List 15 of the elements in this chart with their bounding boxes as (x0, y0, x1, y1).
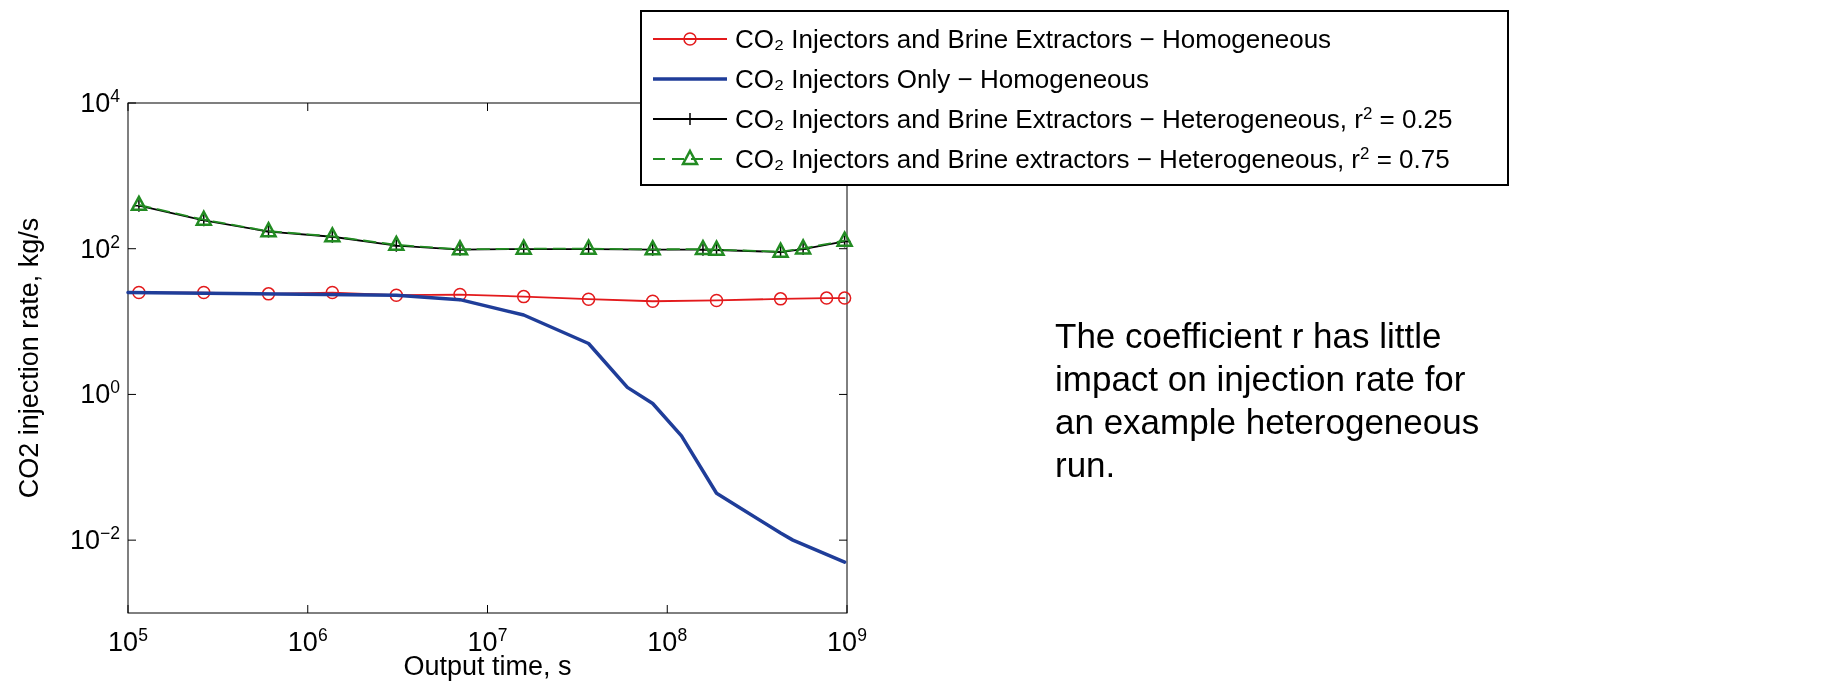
legend-label: CO₂ Injectors and Brine extractors − Heterogeneous, r$^{2}$ = 0.75 (735, 143, 1450, 174)
x-tick-label: 10$^{9}$ (827, 625, 867, 657)
y-tick-label: 10$^{0}$ (80, 377, 121, 410)
legend-label: CO₂ Injectors Only − Homogeneous (735, 64, 1150, 94)
y-tick-label: 10$^{4}$ (80, 86, 121, 118)
text: The coefficient r has little impact on injection rate for an example heterogeneous run. (1055, 316, 1480, 484)
y-axis-title: CO2 injection rate, kg/s (14, 217, 44, 499)
x-tick-label: 10$^{8}$ (647, 625, 688, 657)
legend-label: CO₂ Injectors and Brine Extractors − Heterogeneous, r$^{2}$ = 0.25 (735, 103, 1453, 134)
y-tick-label: 10$^{−2}$ (69, 523, 120, 556)
x-tick-label: 10$^{6}$ (287, 625, 328, 657)
y-tick-label: 10$^{2}$ (80, 231, 120, 264)
x-tick-label: 10$^{5}$ (108, 625, 149, 657)
legend-label: CO₂ Injectors and Brine Extractors − Homogeneous (735, 24, 1332, 54)
x-axis-title: Output time, s (403, 651, 572, 681)
